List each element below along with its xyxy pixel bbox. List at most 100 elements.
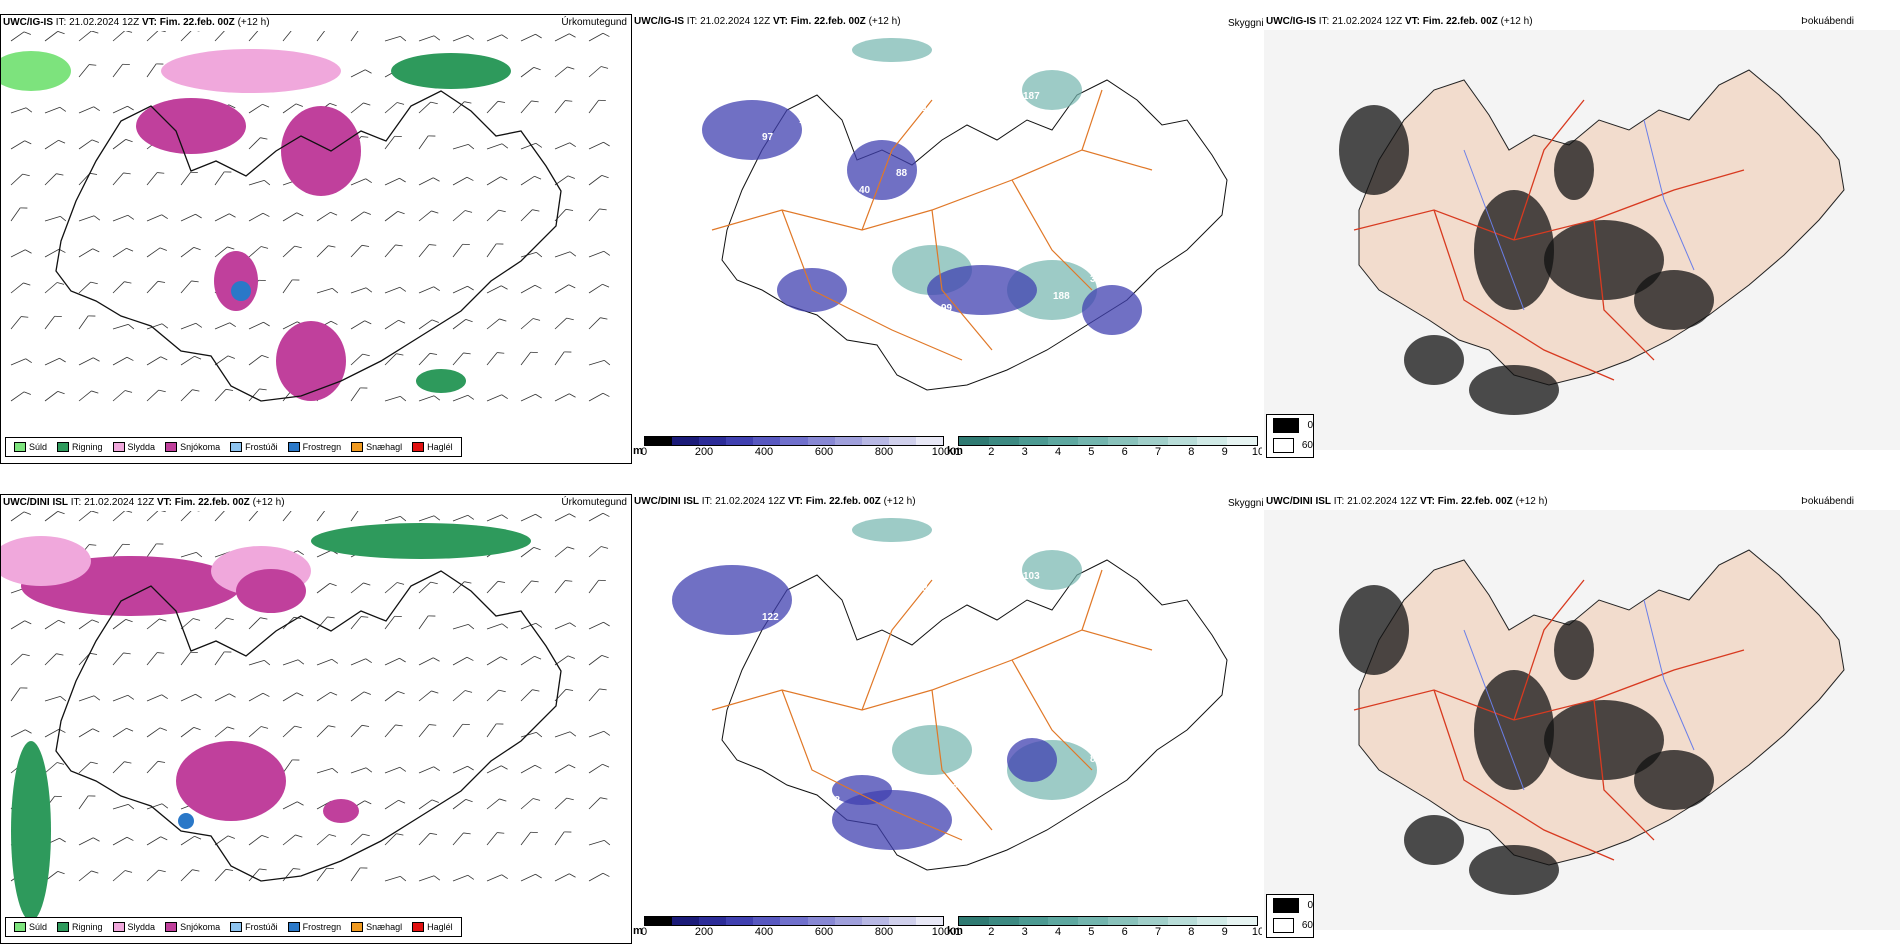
- cloud-base-label: 721: [911, 103, 928, 114]
- wind-barb: [78, 837, 100, 846]
- scale-tick-label: 1: [954, 926, 962, 938]
- wind-barb: [112, 803, 135, 810]
- wind-barb: [588, 32, 610, 42]
- precip-legend-item: Rigning: [57, 922, 103, 932]
- wind-barb: [452, 34, 475, 42]
- low-cloud-area: [927, 265, 1037, 315]
- scale-segment: [645, 917, 673, 925]
- wind-barb: [316, 767, 339, 774]
- wind-barb: [486, 100, 506, 114]
- wind-barb: [520, 513, 542, 522]
- panel-header: UWC/IG-IS IT: 21.02.2024 12Z VT: Fim. 22…: [634, 16, 901, 27]
- wind-barb: [486, 874, 508, 882]
- panel-title: Úrkomutegund: [561, 497, 627, 508]
- low-visibility-area: [1007, 260, 1097, 320]
- wind-barb: [486, 723, 504, 738]
- wind-barb: [350, 582, 371, 594]
- wind-barb: [486, 285, 508, 294]
- wind-barb: [78, 139, 99, 150]
- wind-barb: [316, 511, 327, 522]
- wind-barb: [146, 280, 166, 294]
- wind-barb: [282, 279, 300, 294]
- cloud-base-label: 110: [1105, 689, 1122, 700]
- low-cloud-area: [847, 140, 917, 200]
- wind-barb: [146, 543, 164, 558]
- wind-barb: [418, 766, 440, 774]
- coastline: [721, 559, 1228, 871]
- panel-header: UWC/DINI ISL IT: 21.02.2024 12Z VT: Fim.…: [1266, 496, 1548, 507]
- cloud-base-label: 269: [717, 807, 734, 818]
- wind-barb: [520, 622, 543, 630]
- scale-segment: [753, 917, 781, 925]
- wind-barb: [384, 690, 405, 702]
- snow-area: [176, 741, 286, 821]
- wind-barb: [44, 173, 64, 186]
- fog-legend-item: 0: [1267, 895, 1313, 915]
- precip-legend: Súld Rigning Slydda Snjókoma Frostúði Frostre…: [5, 437, 462, 457]
- fog-area: [1339, 585, 1409, 675]
- wind-barb: [520, 175, 542, 186]
- wind-barb: [180, 511, 200, 522]
- rain-area: [311, 523, 531, 559]
- wind-barb: [316, 867, 334, 882]
- cloud-base-label: 100: [926, 848, 943, 859]
- wind-barb: [10, 173, 30, 186]
- wind-barb: [44, 619, 66, 630]
- wind-barb: [248, 726, 269, 738]
- scale-segment: [699, 437, 727, 445]
- river: [1463, 629, 1525, 791]
- wind-barb: [214, 693, 236, 702]
- scale-tick-label: 400: [754, 446, 774, 458]
- wind-barb: [282, 692, 304, 702]
- river: [1643, 599, 1695, 751]
- legend-swatch: [230, 922, 243, 932]
- wind-barb: [486, 689, 506, 702]
- scale-segment: [753, 437, 781, 445]
- wind-barb: [248, 321, 270, 330]
- road: [1081, 569, 1103, 631]
- scale-tick-label: 9: [1221, 926, 1228, 938]
- fog-area: [1339, 105, 1409, 195]
- wind-barb: [10, 653, 30, 666]
- snow-area: [323, 799, 359, 823]
- cloud-base-label: 364: [702, 542, 719, 553]
- wind-barb: [282, 801, 304, 810]
- road: [1513, 579, 1585, 721]
- wind-barb: [248, 868, 267, 882]
- cloud-base-label: 80: [702, 62, 714, 73]
- legend-label: Rigning: [72, 442, 103, 452]
- cloud-base-label: 103: [1023, 571, 1040, 582]
- wind-barb: [588, 872, 610, 882]
- wind-barb: [316, 725, 336, 738]
- wind-barb: [10, 729, 32, 738]
- wind-barb: [350, 353, 370, 366]
- wind-barb: [316, 691, 338, 702]
- wind-barb: [554, 655, 575, 666]
- cloud-base-label: 384: [1120, 624, 1137, 635]
- scale-segment: [807, 437, 835, 445]
- wind-barb: [146, 836, 168, 846]
- fog-indicator-map: [1264, 510, 1900, 930]
- wind-barb: [146, 247, 167, 258]
- wind-barb: [520, 33, 542, 42]
- wind-barb: [486, 832, 505, 846]
- cloud-base-label: 99: [874, 120, 886, 131]
- road: [1513, 99, 1585, 241]
- cloud-base-label: 283: [911, 583, 928, 594]
- scale-tick-label: 6: [1121, 446, 1128, 458]
- fog-area: [1469, 365, 1559, 415]
- fog-area: [1634, 270, 1714, 330]
- wind-barb: [316, 582, 337, 594]
- legend-label: Frostúði: [245, 922, 278, 932]
- scale-segment: [1018, 917, 1049, 925]
- scale-segment: [888, 917, 916, 925]
- scale-segment: [1018, 437, 1049, 445]
- wind-barb: [418, 875, 441, 882]
- scale-segment: [726, 917, 754, 925]
- wind-barb: [44, 248, 66, 258]
- scale-tick-label: 200: [694, 446, 714, 458]
- wind-barb: [44, 653, 64, 666]
- cloud-base-label: 72: [1135, 79, 1147, 90]
- wind-barb: [520, 798, 541, 810]
- low-visibility-area: [852, 518, 932, 542]
